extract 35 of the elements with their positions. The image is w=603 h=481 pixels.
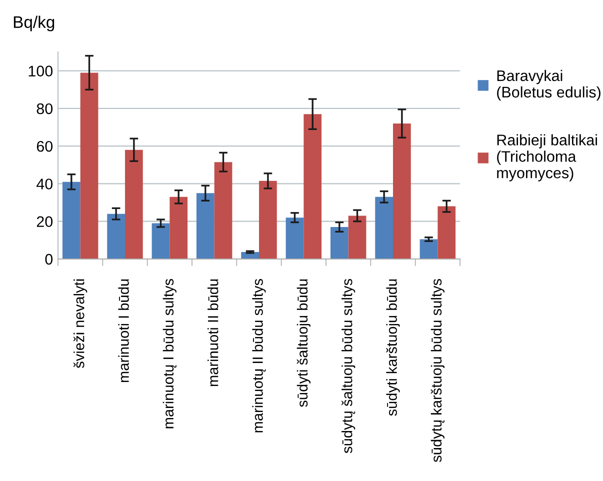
y-tick-label: 0 [45, 254, 53, 265]
y-tick-label: 100 [28, 66, 53, 77]
bar [304, 114, 322, 259]
bar [259, 180, 277, 259]
bar [125, 150, 143, 259]
y-tick-label: 40 [36, 178, 53, 190]
x-tick-label: marinuoti I būdu [118, 279, 129, 382]
y-axis-title: Bq/kg [14, 16, 54, 32]
bar [152, 223, 170, 259]
bar [375, 196, 393, 259]
legend-label: Baravykai (Boletus edulis) [497, 70, 600, 101]
x-tick-label: marinuotų I būdu sultys [162, 278, 176, 428]
bar [393, 124, 411, 259]
x-tick-label: marinuoti II būdu [208, 279, 218, 386]
bar [420, 239, 438, 259]
y-tick-label: 60 [36, 140, 53, 152]
bar [348, 216, 366, 259]
x-tick-label: marinuotų II būdu sultys [252, 278, 266, 432]
x-tick-label: sūdytų karštuoju būdu sultys [430, 278, 444, 462]
legend-label: Raibieji baltikai (Tricholoma myomyces) [497, 134, 597, 182]
bar [107, 214, 125, 259]
bar [286, 218, 304, 259]
bar [196, 193, 214, 259]
bar [170, 196, 188, 259]
x-tick-label: švieži nevalyti [74, 279, 88, 368]
y-tick-label: 80 [36, 103, 53, 114]
y-tick-label: 20 [36, 216, 53, 228]
bar [214, 162, 232, 259]
x-tick-label: sūdyti karštuoju būdu [386, 279, 400, 416]
bar [330, 227, 348, 259]
bar [80, 72, 98, 259]
x-tick-label: sūdyti šaltuoju būdu [296, 279, 310, 407]
bar [438, 206, 456, 259]
x-tick-label: sūdytų šaltuoju būdu sultys [342, 278, 356, 454]
bar [62, 182, 80, 259]
